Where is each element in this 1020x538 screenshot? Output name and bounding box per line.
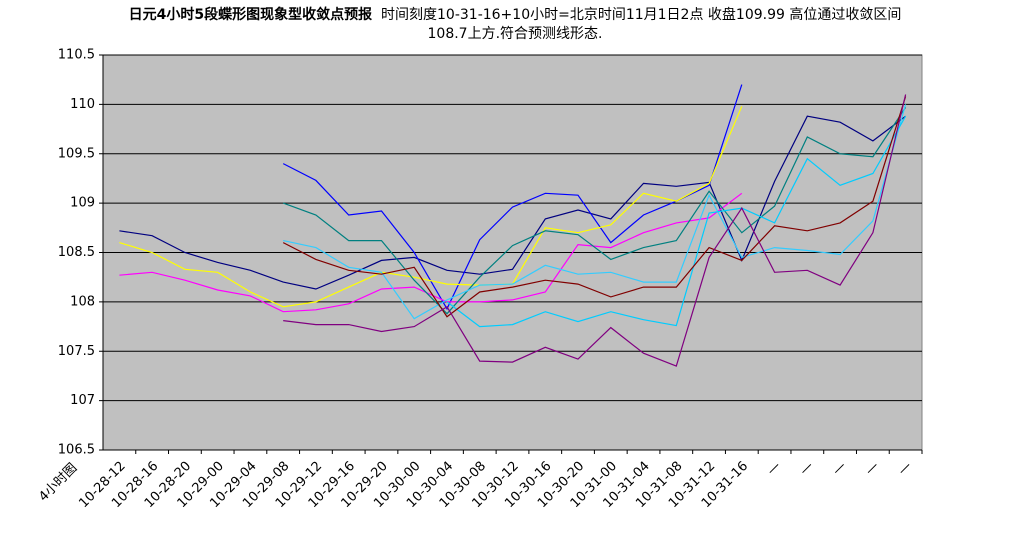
x-tick-label: — [895, 459, 915, 479]
series-line [119, 106, 743, 308]
y-tick-label: 109.5 [58, 146, 95, 161]
y-tick-label: 108.5 [58, 245, 95, 260]
series-line [282, 84, 743, 311]
chart-subtitle: 时间刻度10-31-16+10小时=北京时间11月1日2点 收盘109.99 高… [381, 7, 902, 42]
chart-title: 日元4小时5段蝶形图现象型收敛点预报 [128, 7, 373, 23]
series-line [119, 115, 906, 290]
x-axis-label: 4小时图 [36, 461, 80, 505]
series-line [119, 192, 743, 313]
series-line [446, 115, 907, 328]
y-tick-label: 106.5 [58, 443, 95, 458]
series-line [283, 94, 907, 367]
y-tick-label: 108 [70, 294, 95, 309]
x-tick-label: — [764, 459, 784, 479]
series-line [282, 96, 907, 318]
x-tick-label: — [862, 459, 882, 479]
y-tick-label: 110 [70, 97, 95, 112]
series-line [282, 106, 907, 315]
series-line [283, 104, 907, 320]
y-tick-label: 107 [70, 393, 95, 408]
y-tick-label: 107.5 [58, 344, 95, 359]
y-tick-label: 110.5 [58, 48, 95, 63]
y-tick-label: 109 [70, 196, 95, 211]
header: 日元4小时5段蝶形图现象型收敛点预报 时间刻度10-31-16+10小时=北京时… [110, 6, 920, 44]
x-tick-label: — [797, 459, 817, 479]
x-tick-label: — [830, 459, 850, 479]
